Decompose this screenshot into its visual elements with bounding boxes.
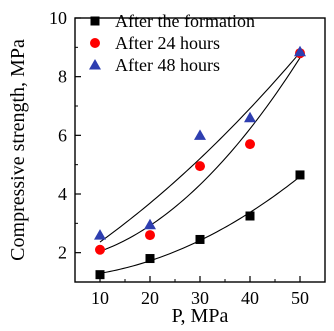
legend-marker [90,16,100,26]
data-point [95,244,105,255]
data-point [145,254,155,264]
legend-marker [90,38,100,48]
data-point [144,218,156,230]
x-tick-label: 40 [241,288,259,308]
data-point [245,139,255,150]
x-axis-label: P, MPa [172,305,229,327]
data-point [245,211,255,221]
y-tick-label: 10 [49,8,67,28]
data-point [95,270,105,280]
legend-marker [89,59,101,70]
x-tick-label: 20 [141,288,159,308]
data-point [195,234,205,244]
x-axis-ticks: 10 20 30 40 50 [91,276,309,308]
x-tick-label: 10 [91,288,109,308]
data-point [194,129,206,140]
fit-curve [99,52,301,243]
x-tick-label: 50 [291,288,309,308]
data-point [195,161,205,172]
y-axis-label: Compressive strength, MPa [7,39,29,261]
fit-curve [99,57,301,252]
data-point [244,111,256,123]
y-axis-ticks: 2 4 6 8 10 [49,8,81,263]
y-tick-label: 6 [58,125,67,145]
y-tick-label: 2 [58,243,67,263]
data-point [295,170,305,180]
y-tick-label: 4 [58,184,67,204]
legend-label: After the formation [115,11,255,31]
fit-curve [99,176,301,274]
y-tick-label: 8 [58,67,67,87]
data-point [94,229,106,240]
legend-label: After 24 hours [115,33,220,53]
data-point [145,230,155,241]
data-markers [94,45,306,280]
data-point [294,45,306,57]
legend-label: After 48 hours [115,55,220,75]
x-tick-label: 30 [191,288,209,308]
